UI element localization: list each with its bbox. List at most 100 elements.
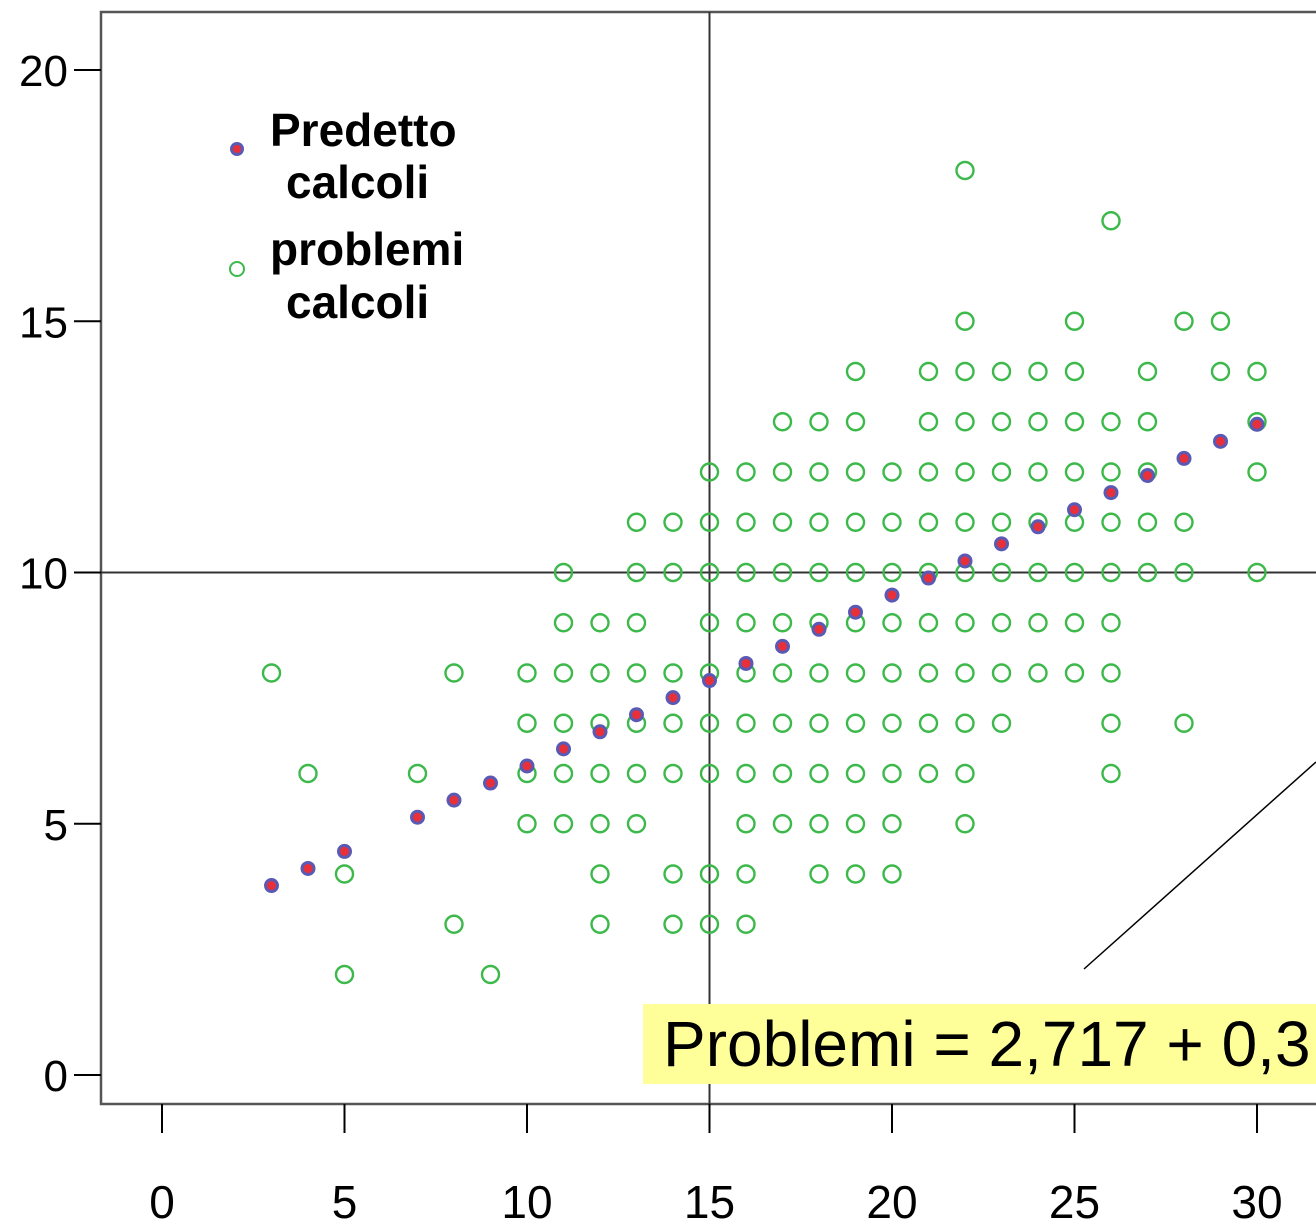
observed-point [1028,412,1048,432]
observed-point [809,663,829,683]
observed-point [809,512,829,532]
observed-point [991,663,1012,683]
observed-point [772,462,793,482]
observed-point [1174,512,1194,532]
observed-point [991,613,1012,633]
legend-observed-label-line2: calcoli [286,276,429,328]
observed-point [882,613,902,633]
observed-point [955,713,975,733]
observed-point [918,462,939,482]
observed-point [699,613,720,633]
observed-point [772,613,793,633]
observed-point [809,814,829,834]
observed-point [663,763,683,784]
observed-point [772,814,793,834]
observed-point [955,763,975,784]
observed-point [699,713,720,733]
observed-point [626,613,647,633]
y-tick-label: 20 [19,47,68,96]
observed-point [334,964,355,985]
observed-point [1210,311,1231,331]
observed-point [1064,361,1085,382]
observed-point [772,412,793,432]
predicted-point-core [851,607,860,617]
y-tick-label: 15 [19,298,68,347]
observed-point [626,663,647,683]
observed-point [517,814,537,834]
predicted-point-core [960,556,970,566]
observed-point [1028,361,1048,382]
predicted-point-core [522,761,532,771]
observed-point [736,512,756,532]
observed-point [590,864,610,884]
observed-point [663,562,683,583]
observed-point [845,562,866,583]
observed-point [955,412,975,432]
observed-point [845,412,866,432]
observed-point [517,663,537,683]
predicted-point-core [705,676,714,686]
observed-point [590,763,610,784]
observed-point [918,512,939,532]
legend-observed-marker [229,261,245,277]
observed-point [334,864,355,884]
observed-point [1174,713,1194,733]
predicted-point-core [413,812,422,822]
observed-point [1137,361,1158,382]
observed-point [444,663,464,683]
observed-point [991,562,1012,583]
observed-point [1247,361,1267,382]
legend-observed-label-line1: problemi [270,223,464,275]
observed-point [1064,562,1085,583]
observed-point [845,512,866,532]
predicted-point-core [887,590,897,600]
predicted-point-core [632,710,641,720]
annotation-pointer-line [1083,761,1316,970]
predicted-point-core [1179,453,1189,463]
observed-point [407,763,428,784]
observed-point [1028,613,1048,633]
observed-point [1064,663,1085,683]
observed-point [809,713,829,733]
observed-point [553,713,574,733]
observed-point [699,914,720,934]
observed-point [845,763,866,784]
observed-point [553,562,574,583]
reference-lines [101,12,1316,1104]
observed-point [590,914,610,934]
observed-point [918,412,939,432]
predicted-point-core [1216,436,1225,446]
observed-point [1137,512,1158,532]
predicted-point-core [1143,471,1152,481]
observed-point [845,462,866,482]
observed-point [1247,462,1267,482]
predicted-point-core [449,795,459,805]
observed-point [517,713,537,733]
observed-point [882,814,902,834]
observed-point [663,713,683,733]
observed-point [1101,512,1121,532]
legend: Predetto calcoli problemi calcoli [229,104,464,328]
observed-point [699,512,720,532]
observed-point [772,512,793,532]
observed-point [1028,663,1048,683]
predicted-point-core [595,727,605,737]
predicted-point-core [741,658,751,668]
observed-point [626,562,647,583]
observed-point [298,763,318,784]
observed-point [553,763,574,784]
observed-point [1137,412,1158,432]
observed-point [1101,663,1121,683]
observed-point [955,613,975,633]
observed-point [736,613,756,633]
observed-point [1174,311,1194,331]
observed-point [918,763,939,784]
observed-point [480,964,501,985]
predicted-point-core [997,539,1006,549]
x-tick-label: 30 [1231,1176,1282,1225]
observed-point [955,814,975,834]
x-tick-label: 10 [501,1176,552,1225]
observed-point [882,763,902,784]
observed-point [955,663,975,683]
